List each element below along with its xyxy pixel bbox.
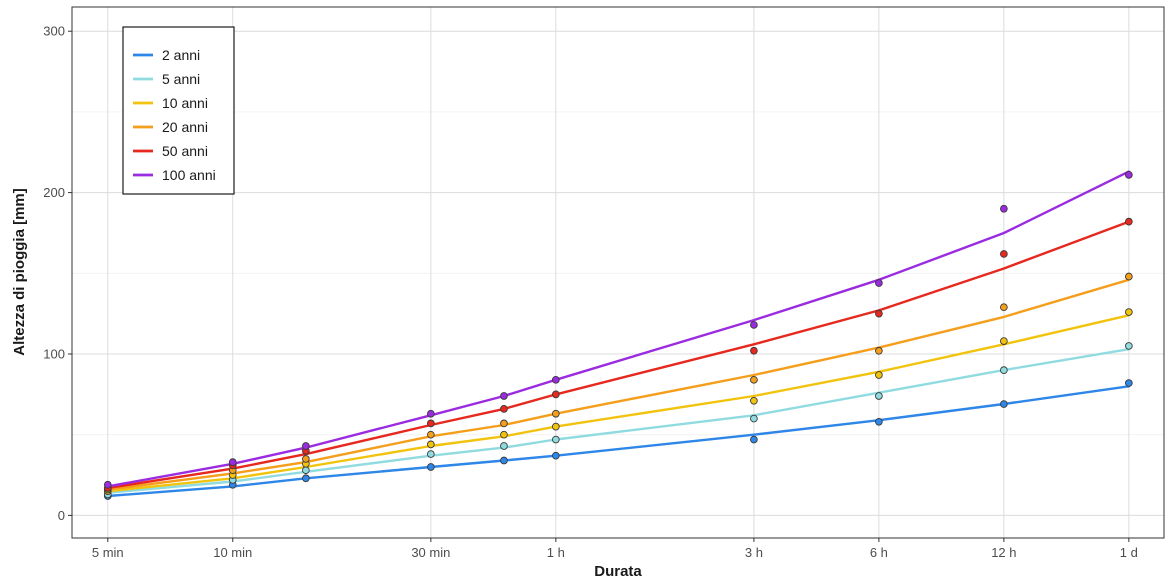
data-point-20-anni xyxy=(1000,304,1007,311)
legend-label: 2 anni xyxy=(162,47,200,63)
data-point-2-anni xyxy=(552,452,559,459)
legend-label: 5 anni xyxy=(162,71,200,87)
data-point-5-anni xyxy=(302,467,309,474)
y-tick-label: 300 xyxy=(43,24,65,39)
y-axis: 0 100 200 300 xyxy=(43,24,72,523)
data-point-50-anni xyxy=(1125,218,1132,225)
y-tick-label: 100 xyxy=(43,347,65,362)
data-point-2-anni xyxy=(1000,401,1007,408)
data-point-2-anni xyxy=(427,464,434,471)
data-point-50-anni xyxy=(427,420,434,427)
data-point-5-anni xyxy=(552,436,559,443)
data-point-5-anni xyxy=(875,393,882,400)
y-tick-label: 200 xyxy=(43,185,65,200)
x-tick-label: 10 min xyxy=(213,545,252,560)
data-point-10-anni xyxy=(1000,338,1007,345)
data-point-20-anni xyxy=(552,410,559,417)
data-point-100-anni xyxy=(104,481,111,488)
data-point-20-anni xyxy=(751,376,758,383)
data-point-10-anni xyxy=(751,397,758,404)
data-point-2-anni xyxy=(751,436,758,443)
data-point-5-anni xyxy=(1000,367,1007,374)
y-tick-label: 0 xyxy=(58,508,65,523)
data-point-5-anni xyxy=(501,443,508,450)
data-point-5-anni xyxy=(751,415,758,422)
x-tick-label: 3 h xyxy=(745,545,763,560)
data-point-2-anni xyxy=(302,475,309,482)
plot-background xyxy=(72,7,1164,538)
data-point-100-anni xyxy=(875,280,882,287)
data-point-100-anni xyxy=(229,459,236,466)
data-point-2-anni xyxy=(501,457,508,464)
data-point-20-anni xyxy=(427,431,434,438)
data-point-20-anni xyxy=(302,456,309,463)
legend-label: 50 anni xyxy=(162,143,208,159)
x-axis: 5 min 10 min 30 min 1 h 3 h 6 h 12 h 1 d xyxy=(92,538,1138,560)
x-tick-label: 1 h xyxy=(547,545,565,560)
data-point-2-anni xyxy=(1125,380,1132,387)
x-tick-label: 30 min xyxy=(411,545,450,560)
data-point-100-anni xyxy=(302,443,309,450)
data-point-20-anni xyxy=(501,420,508,427)
data-point-100-anni xyxy=(751,322,758,329)
data-point-50-anni xyxy=(1000,251,1007,258)
data-point-10-anni xyxy=(1125,309,1132,316)
data-point-100-anni xyxy=(1125,171,1132,178)
x-tick-label: 1 d xyxy=(1120,545,1138,560)
data-point-50-anni xyxy=(501,405,508,412)
data-point-5-anni xyxy=(1125,343,1132,350)
data-point-10-anni xyxy=(427,441,434,448)
data-point-10-anni xyxy=(875,372,882,379)
data-point-20-anni xyxy=(1125,273,1132,280)
data-point-100-anni xyxy=(1000,205,1007,212)
legend-label: 100 anni xyxy=(162,167,216,183)
y-axis-title: Altezza di pioggia [mm] xyxy=(11,188,28,356)
x-tick-label: 5 min xyxy=(92,545,124,560)
data-point-100-anni xyxy=(552,376,559,383)
data-point-100-anni xyxy=(501,393,508,400)
legend-label: 10 anni xyxy=(162,95,208,111)
legend-label: 20 anni xyxy=(162,119,208,135)
x-tick-label: 6 h xyxy=(870,545,888,560)
data-point-2-anni xyxy=(875,418,882,425)
data-point-50-anni xyxy=(875,310,882,317)
x-axis-title: Durata xyxy=(594,563,642,580)
data-point-5-anni xyxy=(427,451,434,458)
data-point-20-anni xyxy=(875,347,882,354)
data-point-50-anni xyxy=(751,347,758,354)
data-point-100-anni xyxy=(427,410,434,417)
data-point-50-anni xyxy=(552,391,559,398)
legend: 2 anni 5 anni 10 anni 20 anni 50 anni 100 ann… xyxy=(123,27,234,194)
data-point-10-anni xyxy=(552,423,559,430)
x-tick-label: 12 h xyxy=(991,545,1016,560)
data-point-10-anni xyxy=(501,431,508,438)
